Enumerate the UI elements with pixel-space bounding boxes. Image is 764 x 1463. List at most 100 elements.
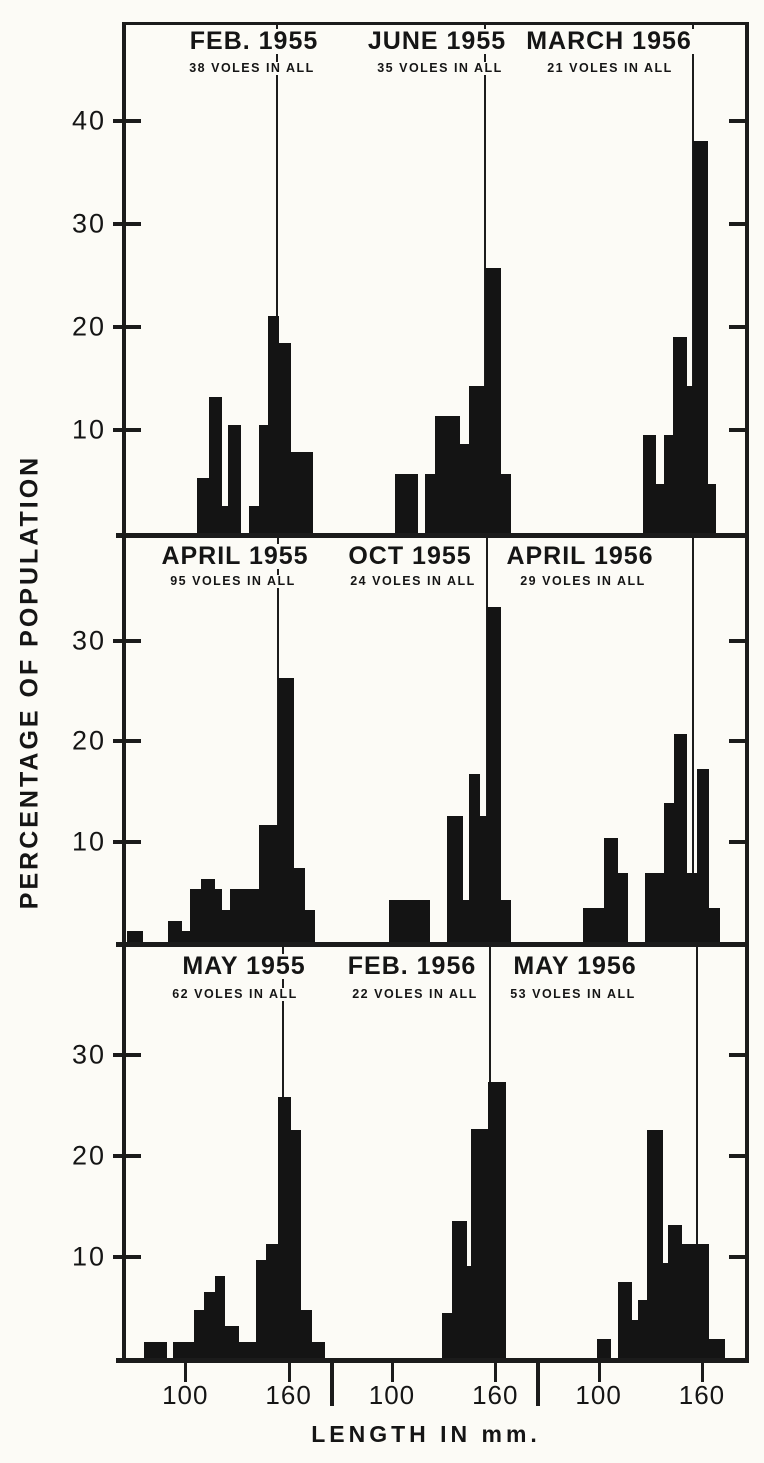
y-tick-left: [113, 1154, 141, 1158]
histogram-bar: [441, 1312, 453, 1358]
histogram-bar: [255, 1260, 267, 1358]
histogram-bar: [249, 506, 260, 533]
y-tick-left: [113, 638, 141, 643]
histogram-bar: [638, 1300, 648, 1358]
histogram-bar: [452, 1220, 467, 1358]
histogram-bar: [193, 1309, 205, 1358]
histogram-bar: [311, 1341, 326, 1358]
histogram-bar: [462, 899, 471, 942]
reference-line: [695, 947, 698, 1358]
histogram-bar: [278, 343, 291, 533]
x-tick: [184, 1362, 188, 1382]
histogram-bar: [672, 337, 688, 533]
histogram-bar: [143, 1341, 157, 1358]
x-tick-label: 100: [575, 1380, 622, 1410]
y-tick-left: [113, 839, 141, 844]
x-tick: [700, 1362, 704, 1382]
y-tick-left: [113, 1053, 141, 1057]
histogram-bar: [290, 451, 314, 533]
panel-subtitle: 22 VOLES IN ALL: [349, 988, 481, 1001]
y-tick-label: 30: [71, 208, 106, 239]
figure-right-border: [745, 22, 749, 1362]
histogram-bar: [221, 506, 229, 533]
panel-subtitle: 35 VOLES IN ALL: [374, 62, 506, 75]
x-tick-label: 160: [265, 1380, 312, 1410]
histogram-bar: [181, 930, 192, 942]
histogram-bar: [228, 424, 241, 533]
histogram-bar: [488, 1082, 507, 1358]
y-tick-label: 20: [71, 311, 106, 342]
figure-top-border: [122, 22, 749, 25]
y-tick-right: [729, 1154, 748, 1158]
histogram-bar: [200, 878, 216, 942]
x-tick-label: 100: [368, 1380, 416, 1410]
histogram-bar: [435, 415, 460, 533]
histogram-bar: [197, 478, 210, 533]
x-tick: [390, 1362, 394, 1382]
x-tick-label: 160: [472, 1380, 519, 1410]
histogram-bar: [708, 907, 720, 942]
histogram-bar: [479, 816, 488, 942]
panel-title: APRIL 1956: [502, 544, 658, 569]
row-baseline: [116, 533, 749, 538]
histogram-bar: [259, 825, 279, 942]
y-tick-left: [113, 1255, 141, 1259]
histogram-bar: [693, 140, 708, 533]
y-axis-title: PERCENTAGE OF POPULATION: [15, 454, 44, 910]
histogram-bar: [486, 607, 502, 942]
panel-title: APRIL 1955: [157, 544, 313, 569]
histogram-bar: [230, 888, 260, 942]
histogram-bar: [596, 1338, 612, 1358]
histogram-bar: [209, 397, 223, 533]
panel-title: MAY 1956: [509, 954, 641, 979]
y-tick-right: [729, 1255, 748, 1259]
panel-subtitle: 24 VOLES IN ALL: [347, 575, 479, 588]
histogram-bar: [617, 1282, 632, 1358]
histogram-bar: [156, 1341, 167, 1358]
x-tick: [494, 1362, 498, 1382]
y-tick-label: 10: [71, 826, 106, 856]
histogram-bar: [267, 315, 279, 533]
histogram-bar: [469, 385, 486, 533]
panel-title: FEB. 1956: [343, 954, 481, 979]
y-tick-label: 30: [71, 625, 106, 655]
panel-subtitle: 38 VOLES IN ALL: [186, 62, 318, 75]
panel-divider-tick: [536, 1362, 541, 1406]
histogram-bar: [466, 1266, 472, 1358]
histogram-bar: [447, 816, 464, 942]
y-tick-left: [113, 325, 141, 329]
panel-title: FEB. 1955: [185, 29, 323, 54]
y-tick-label: 10: [71, 1241, 106, 1272]
histogram-bar: [168, 920, 183, 942]
histogram-bar: [686, 872, 698, 942]
y-tick-right: [729, 638, 748, 643]
histogram-bar: [424, 474, 436, 533]
histogram-bar: [664, 435, 674, 533]
histogram-bar: [645, 872, 665, 942]
y-tick-label: 40: [71, 105, 106, 136]
histogram-bar: [500, 474, 512, 533]
histogram-bar: [126, 930, 143, 942]
row-baseline: [116, 1358, 749, 1363]
panel-divider-tick: [329, 1362, 334, 1406]
histogram-bar: [674, 733, 688, 942]
panel-title: OCT 1955: [344, 544, 476, 569]
histogram-bar: [500, 899, 512, 942]
histogram-bar: [643, 435, 657, 533]
histogram-bar: [603, 838, 619, 942]
row-baseline: [116, 942, 749, 947]
y-tick-right: [729, 839, 748, 844]
y-tick-right: [729, 1053, 748, 1057]
histogram-bar: [662, 1263, 669, 1358]
reference-line: [275, 22, 278, 533]
histogram-bar: [300, 1309, 312, 1358]
histogram-bar: [259, 424, 269, 533]
figure-left-axis: [122, 22, 126, 1358]
histogram-bar: [224, 1325, 240, 1358]
histogram-bar: [471, 1128, 489, 1358]
histogram-bar: [221, 909, 231, 942]
y-tick-left: [113, 739, 141, 743]
histogram-bar: [304, 909, 316, 942]
y-tick-right: [729, 739, 748, 743]
